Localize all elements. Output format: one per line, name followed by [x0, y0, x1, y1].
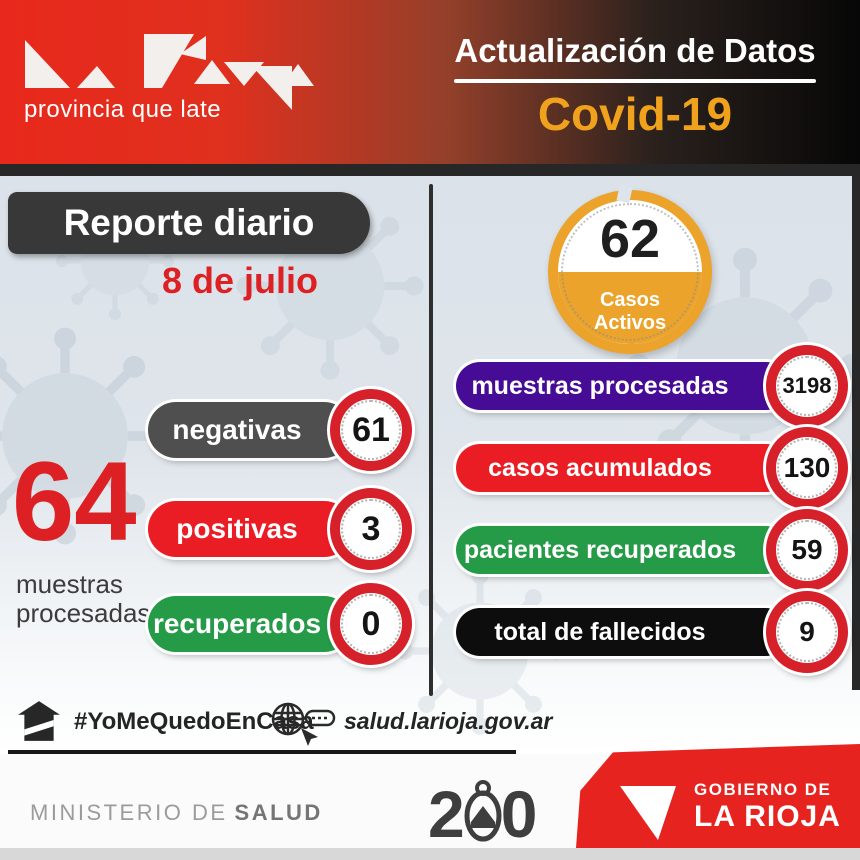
stat-value: 9	[799, 616, 815, 647]
footer-divider-line	[8, 750, 516, 754]
active-cases-value: 62	[599, 209, 661, 269]
government-label: GOBIERNO DE LA RIOJA	[694, 780, 841, 833]
stat-label: total de fallecidos	[494, 617, 706, 646]
title-block: Actualización de Datos Covid-19	[446, 32, 824, 141]
stat-label: muestras procesadas	[471, 371, 729, 400]
stat-badge-muestras-procesadas: 3198	[766, 345, 848, 427]
active-cases-circle-bottom	[558, 272, 702, 344]
covid-subtitle: Covid-19	[537, 88, 733, 140]
stat-value: 3198	[782, 373, 832, 398]
website-globe-icon	[271, 702, 336, 746]
active-cases-circle: 62 Casos Activos	[548, 190, 712, 354]
stat-badge-recuperados: 0	[330, 583, 412, 665]
la-rioja-logo-icon	[25, 34, 314, 110]
bicentennial-200-logo: 2 0	[428, 777, 538, 851]
stat-badge-pacientes-recuperados: 59	[766, 509, 848, 591]
stat-pill-total-fallecidos: total de fallecidos	[456, 608, 790, 656]
stat-value: 61	[352, 410, 390, 449]
stat-label: pacientes recuperados	[463, 535, 737, 564]
logo-tagline: provincia que late	[24, 96, 222, 123]
stat-label: recuperados	[152, 608, 322, 639]
stat-value: 59	[791, 534, 823, 565]
stat-pill-negativas: negativas	[148, 402, 352, 458]
daily-samples-value: 64	[12, 439, 137, 564]
stat-label: positivas	[176, 513, 298, 544]
right-edge-strip	[852, 176, 860, 690]
report-title-box: Reporte diario	[8, 192, 370, 254]
stat-pill-muestras-procesadas: muestras procesadas	[456, 362, 790, 410]
stat-label: negativas	[172, 414, 302, 445]
stat-badge-total-fallecidos: 9	[766, 591, 848, 673]
stat-badge-positivas: 3	[330, 488, 412, 570]
daily-samples-label: muestras procesadas	[16, 569, 151, 629]
stat-pill-recuperados: recuperados	[148, 596, 352, 652]
bicentennial-crest-icon	[464, 780, 502, 842]
banner-bottom-strip	[0, 164, 860, 176]
ministry-label: MINISTERIO DE SALUD	[30, 800, 323, 825]
stat-pill-pacientes-recuperados: pacientes recuperados	[456, 526, 790, 574]
stat-badge-negativas: 61	[330, 389, 412, 471]
stat-pill-casos-acumulados: casos acumulados	[456, 444, 790, 492]
website-url: salud.larioja.gov.ar	[344, 708, 553, 734]
header-banner: provincia que late Actualización de Dato…	[0, 0, 860, 164]
stat-value: 0	[361, 604, 381, 643]
report-date: 8 de julio	[161, 260, 319, 301]
government-ribbon: GOBIERNO DE LA RIOJA	[576, 744, 860, 848]
home-icon	[18, 701, 60, 741]
page-title: Actualización de Datos	[454, 32, 816, 69]
active-cases-label: Casos Activos	[593, 289, 667, 334]
panel-divider	[429, 184, 433, 696]
title-underline	[454, 79, 816, 83]
stat-value: 130	[783, 452, 831, 483]
la-rioja-triangle-icon	[620, 786, 676, 840]
stat-label: casos acumulados	[488, 453, 712, 482]
stat-value: 3	[361, 509, 381, 548]
stat-pill-positivas: positivas	[148, 501, 352, 557]
bottom-strip	[0, 848, 860, 860]
stat-badge-casos-acumulados: 130	[766, 427, 848, 509]
